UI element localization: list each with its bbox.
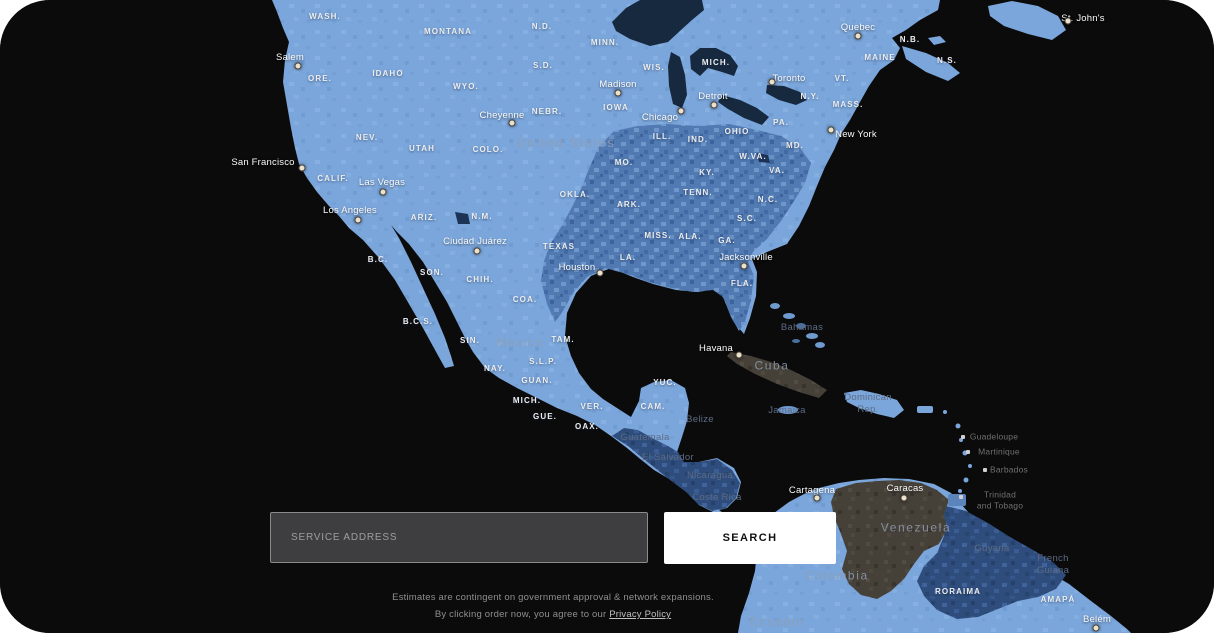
venezuela-no-coverage bbox=[831, 480, 949, 599]
cuba-no-coverage bbox=[727, 352, 827, 398]
footer-line1: Estimates are contingent on government a… bbox=[392, 592, 714, 603]
lesser-antilles-islands bbox=[943, 410, 972, 506]
landmass-available bbox=[272, 0, 1131, 633]
footer-disclaimer: Estimates are contingent on government a… bbox=[270, 589, 836, 623]
hispaniola bbox=[844, 390, 904, 418]
bahamas-islands bbox=[770, 303, 825, 348]
search-button[interactable]: SEARCH bbox=[664, 512, 836, 564]
footer-line2: By clicking order now, you agree to our … bbox=[270, 606, 836, 623]
lake-erie bbox=[718, 95, 769, 125]
mountain-patch-wva bbox=[757, 153, 770, 163]
lake-huron bbox=[690, 48, 738, 76]
footer-line2-text: By clicking order now, you agree to our bbox=[434, 609, 610, 620]
waitlist-region-central-america bbox=[612, 428, 740, 511]
prince-edward-island bbox=[928, 36, 946, 45]
waitlist-region-guianas bbox=[917, 506, 1066, 619]
mountain-patch-nm bbox=[455, 212, 470, 224]
privacy-policy-link[interactable]: Privacy Policy bbox=[609, 609, 672, 620]
nova-scotia bbox=[902, 46, 960, 81]
lake-michigan bbox=[668, 52, 687, 108]
lake-ontario bbox=[766, 85, 807, 105]
service-address-input[interactable] bbox=[270, 512, 648, 563]
waitlist-region-southeast-us bbox=[541, 124, 811, 331]
lake-superior bbox=[612, 0, 704, 46]
puerto-rico-island bbox=[917, 406, 933, 413]
newfoundland bbox=[988, 1, 1066, 40]
jamaica-island bbox=[778, 406, 798, 414]
